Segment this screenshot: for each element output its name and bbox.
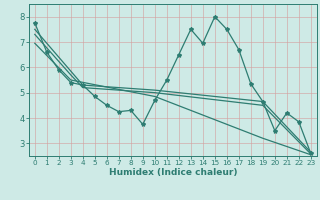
X-axis label: Humidex (Indice chaleur): Humidex (Indice chaleur) [108,168,237,177]
